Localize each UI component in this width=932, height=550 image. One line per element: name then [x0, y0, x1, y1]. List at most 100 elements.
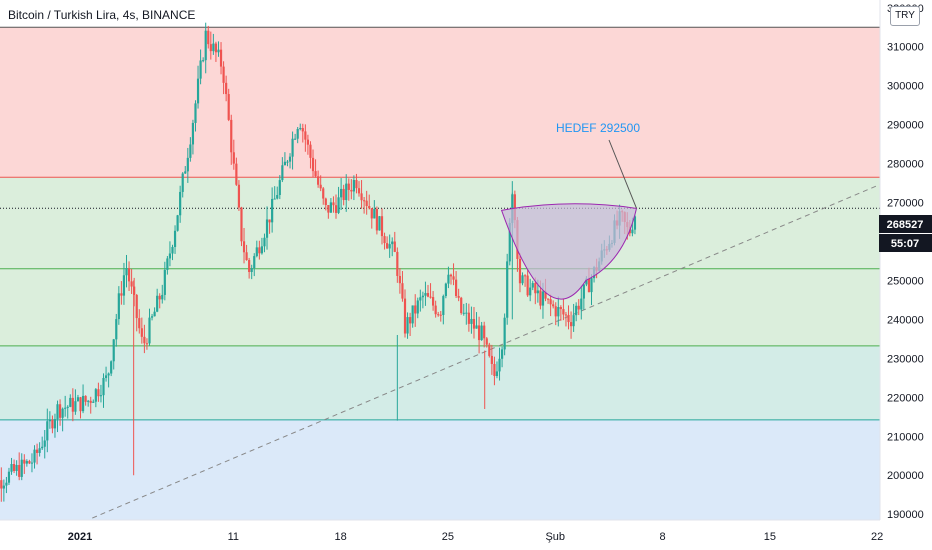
candle-body: [89, 400, 92, 403]
candle-body: [345, 183, 348, 201]
currency-button[interactable]: TRY: [890, 6, 920, 26]
candle-body: [317, 176, 320, 185]
zone-1: [0, 177, 880, 346]
candle-body: [240, 207, 243, 242]
candle-body: [557, 307, 560, 317]
y-tick-label: 240000: [887, 314, 924, 326]
candle-body: [386, 243, 389, 249]
candle-body: [523, 275, 527, 277]
candle-body: [202, 60, 205, 62]
candle-body: [493, 363, 496, 377]
candle-body: [546, 298, 550, 300]
candle-body: [429, 296, 432, 298]
candle-body: [150, 316, 154, 318]
x-tick-label: 22: [871, 531, 883, 543]
chart-title: Bitcoin / Turkish Lira, 4s, BINANCE: [8, 8, 196, 22]
candle-body: [442, 296, 445, 315]
candle-body: [237, 184, 241, 208]
candle-body: [503, 317, 506, 350]
y-tick-label: 290000: [887, 120, 924, 132]
candle-body: [552, 304, 555, 307]
y-tick-label: 270000: [887, 198, 924, 210]
candle-body: [138, 318, 141, 329]
candle-body: [539, 290, 542, 306]
candle-body: [411, 305, 414, 324]
candle-body: [567, 314, 570, 323]
candle-body: [48, 419, 51, 422]
candle-body: [145, 343, 149, 345]
candle-body: [396, 251, 399, 276]
candle-body: [97, 389, 100, 397]
candle-body: [253, 256, 256, 269]
candle-body: [212, 43, 215, 52]
candle-body: [227, 94, 230, 120]
candle-body: [199, 60, 202, 79]
candle-body: [562, 309, 565, 315]
price-tag-value: 268527: [887, 219, 924, 231]
y-tick-label: 280000: [887, 159, 924, 171]
candle-body: [518, 258, 522, 284]
candle-body: [291, 138, 294, 157]
candle-body: [508, 222, 511, 262]
time-axis-bg: [0, 520, 932, 550]
candle-body: [337, 197, 340, 213]
price-axis-bg: [880, 0, 932, 550]
candle-body: [454, 279, 458, 297]
candle-body: [378, 216, 381, 231]
candle-body: [500, 349, 504, 359]
candle-body: [158, 295, 161, 300]
candle-body: [631, 229, 634, 234]
y-tick-label: 300000: [887, 81, 924, 93]
y-tick-label: 250000: [887, 275, 924, 287]
candle-body: [434, 305, 437, 315]
candle-body: [437, 314, 440, 316]
candle-body: [327, 205, 330, 213]
candle-body: [340, 188, 343, 198]
candle-body: [230, 119, 233, 153]
candle-body: [334, 205, 338, 213]
annotation-group: HEDEF 292500: [556, 121, 640, 209]
candle-body: [196, 78, 200, 104]
candle-body: [18, 465, 21, 477]
candle-body: [130, 281, 133, 287]
candle-body: [472, 318, 476, 329]
candle-body: [268, 219, 271, 223]
candle-body: [30, 462, 34, 464]
candle-body: [143, 336, 146, 344]
candle-body: [265, 219, 269, 238]
candle-body: [248, 260, 251, 272]
candle-body: [365, 200, 368, 207]
candle-body: [166, 258, 169, 270]
candle-body: [380, 216, 384, 237]
candle-body: [536, 290, 539, 294]
y-tick-label: 220000: [887, 392, 924, 404]
candle-body: [148, 317, 151, 344]
candle-body: [449, 274, 453, 277]
zone-top: [0, 0, 880, 28]
candle-body: [127, 268, 131, 282]
x-tick-label: Şub: [545, 531, 565, 543]
candle-body: [286, 161, 289, 163]
candle-body: [74, 401, 77, 412]
candle-body: [575, 305, 578, 316]
candle-body: [35, 449, 39, 453]
candle-body: [447, 274, 450, 284]
candle-body: [66, 406, 69, 408]
candle-body: [424, 293, 427, 296]
candle-body: [363, 200, 366, 202]
candle-body: [258, 247, 261, 254]
candle-body: [549, 299, 552, 305]
candle-body: [541, 291, 545, 306]
candle-body: [260, 246, 264, 254]
candle-body: [43, 440, 46, 447]
candle-body: [53, 419, 57, 429]
y-tick-label: 200000: [887, 470, 924, 482]
candle-body: [360, 193, 363, 201]
candle-body: [23, 459, 26, 464]
candle-body: [194, 103, 197, 123]
candle-body: [403, 298, 407, 334]
candle-body: [112, 339, 115, 362]
candle-body: [393, 241, 396, 252]
candle-body: [414, 305, 417, 314]
